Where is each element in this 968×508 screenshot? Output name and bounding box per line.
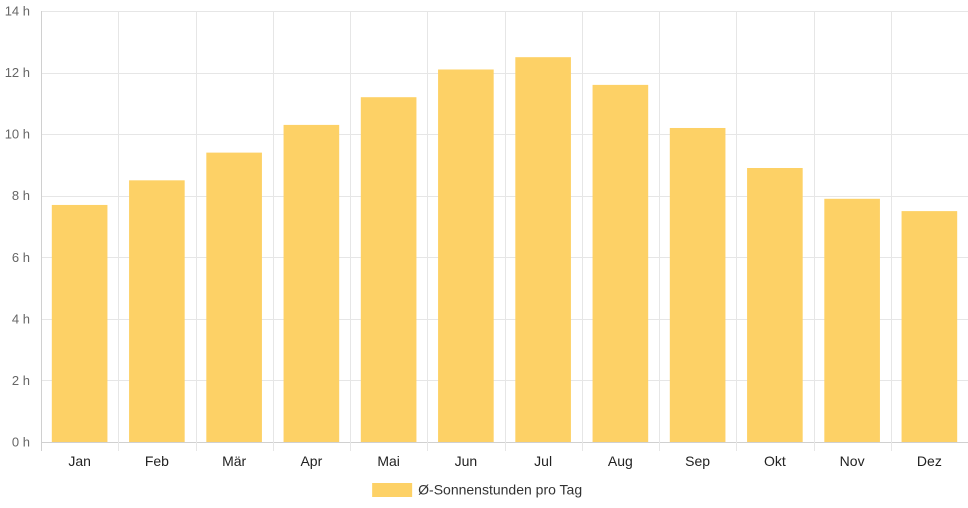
x-tick-label: Dez xyxy=(917,453,942,469)
y-tick-label: 2 h xyxy=(12,373,30,388)
bar-sep[interactable] xyxy=(669,127,726,442)
bar-jan[interactable] xyxy=(51,204,108,442)
bar-mai[interactable] xyxy=(360,97,417,442)
bars xyxy=(51,57,958,443)
y-tick-label: 4 h xyxy=(12,311,30,326)
y-tick-label: 8 h xyxy=(12,188,30,203)
x-tick-label: Aug xyxy=(608,453,633,469)
y-tick-label: 10 h xyxy=(5,127,30,142)
x-tick-label: Feb xyxy=(145,453,169,469)
y-tick-label: 12 h xyxy=(5,65,30,80)
bar-feb[interactable] xyxy=(129,180,185,443)
x-tick-label: Jun xyxy=(455,453,478,469)
x-tick-label: Nov xyxy=(840,453,865,469)
bar-aug[interactable] xyxy=(592,84,649,442)
y-tick-label: 0 h xyxy=(12,435,30,450)
bar-okt[interactable] xyxy=(747,168,803,442)
legend[interactable]: Ø-Sonnenstunden pro Tag xyxy=(372,482,582,498)
x-tick-label: Jul xyxy=(534,453,552,469)
x-tick-label: Mai xyxy=(377,453,400,469)
x-tick-label: Jan xyxy=(68,453,91,469)
bar-nov[interactable] xyxy=(824,198,880,442)
legend-swatch[interactable] xyxy=(372,483,413,497)
grid-lines xyxy=(41,11,968,451)
y-tick-label: 6 h xyxy=(12,250,30,265)
bar-dez[interactable] xyxy=(901,211,958,442)
bar-mär[interactable] xyxy=(206,152,262,442)
y-tick-label: 14 h xyxy=(5,4,30,19)
bar-apr[interactable] xyxy=(283,124,340,443)
x-tick-label: Sep xyxy=(685,453,710,469)
x-tick-label: Okt xyxy=(764,453,786,469)
legend-label[interactable]: Ø-Sonnenstunden pro Tag xyxy=(418,482,582,498)
x-tick-label: Mär xyxy=(222,453,246,469)
x-tick-label: Apr xyxy=(300,453,322,469)
axes: 0 h 2 h 4 h 6 h 8 h 10 h 12 h 14 h Jan Feb Mär Apr M… xyxy=(5,4,942,470)
bar-jul[interactable] xyxy=(515,57,571,443)
bar-jun[interactable] xyxy=(438,69,494,442)
